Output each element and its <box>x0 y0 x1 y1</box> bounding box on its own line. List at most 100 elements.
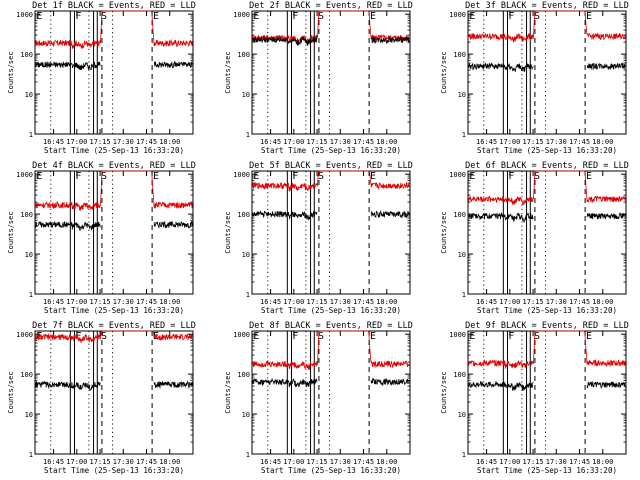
y-axis-label: Counts/sec <box>440 211 448 253</box>
y-tick-label: 1 <box>29 131 33 139</box>
marker-letter-e: E <box>36 11 42 22</box>
marker-letter-e: E <box>370 11 376 22</box>
panel-3: Det 3f BLACK = Events, RED = LLD 1 10 100 10… <box>440 1 629 155</box>
x-tick-label: 17:45 <box>353 458 374 466</box>
x-tick-label: 17:30 <box>330 458 351 466</box>
series-events <box>35 220 193 232</box>
y-tick-label: 1000 <box>449 171 466 179</box>
y-tick-label: 1 <box>246 131 250 139</box>
marker-letter-s: S <box>534 331 540 342</box>
x-tick-label: 17:00 <box>283 138 304 146</box>
marker-letter-s: S <box>534 11 540 22</box>
x-tick-label: 17:30 <box>330 298 351 306</box>
y-tick-label: 1 <box>246 451 250 459</box>
y-tick-label: 10 <box>458 251 466 259</box>
marker-letter-s: S <box>101 171 107 182</box>
x-tick-label: 17:15 <box>523 458 544 466</box>
x-tick-label: 16:45 <box>260 458 281 466</box>
y-tick-label: 100 <box>237 211 250 219</box>
y-tick-label: 1000 <box>233 11 250 19</box>
axes-frame <box>467 170 627 295</box>
series-lld <box>252 170 410 192</box>
x-tick-label: 16:45 <box>43 458 64 466</box>
x-tick-label: 17:00 <box>283 298 304 306</box>
x-tick-label: 17:45 <box>569 298 590 306</box>
y-tick-label: 100 <box>453 211 466 219</box>
series-events <box>252 209 410 221</box>
x-axis-label: Start Time (25-Sep-13 16:33:20) <box>261 146 401 155</box>
x-tick-label: 16:45 <box>260 298 281 306</box>
x-tick-label: 17:45 <box>353 138 374 146</box>
panel-2: Det 2f BLACK = Events, RED = LLD 1 10 100 10… <box>224 1 413 155</box>
y-tick-label: 1 <box>29 451 33 459</box>
y-tick-label: 100 <box>20 51 33 59</box>
series-events <box>252 35 410 46</box>
series-events <box>252 377 410 388</box>
panel-title: Det 3f BLACK = Events, RED = LLD <box>465 1 629 11</box>
marker-letter-s: S <box>101 331 107 342</box>
marker-letter-f: F <box>292 11 298 22</box>
marker-letter-e: E <box>586 171 592 182</box>
axes-frame <box>251 170 411 295</box>
y-tick-label: 100 <box>237 371 250 379</box>
y-tick-label: 1000 <box>16 171 33 179</box>
y-tick-label: 100 <box>237 51 250 59</box>
panel-6: Det 6f BLACK = Events, RED = LLD 1 10 100 10… <box>440 161 629 315</box>
y-tick-label: 1000 <box>233 171 250 179</box>
y-tick-label: 1 <box>246 291 250 299</box>
y-axis-label: Counts/sec <box>224 51 232 93</box>
axes-frame <box>467 330 627 455</box>
y-tick-label: 100 <box>20 371 33 379</box>
series-lld <box>468 330 626 369</box>
x-tick-label: 18:00 <box>159 138 180 146</box>
x-tick-label: 17:30 <box>113 138 134 146</box>
panel-7: Det 7f BLACK = Events, RED = LLD 1 10 100 10… <box>7 321 196 475</box>
x-axis-label: Start Time (25-Sep-13 16:33:20) <box>261 306 401 315</box>
axes-frame <box>34 10 194 135</box>
x-tick-label: 17:00 <box>499 138 520 146</box>
x-tick-label: 17:00 <box>66 298 87 306</box>
marker-letter-e: E <box>370 331 376 342</box>
panel-title: Det 7f BLACK = Events, RED = LLD <box>32 321 196 331</box>
y-tick-label: 10 <box>25 91 33 99</box>
x-tick-label: 16:45 <box>476 458 497 466</box>
panel-8: Det 8f BLACK = Events, RED = LLD 1 10 100 10… <box>224 321 413 475</box>
x-tick-label: 17:30 <box>113 298 134 306</box>
series-lld <box>35 10 193 50</box>
panel-title: Det 1f BLACK = Events, RED = LLD <box>32 1 196 11</box>
panel-title: Det 6f BLACK = Events, RED = LLD <box>465 161 629 171</box>
marker-letter-e: E <box>36 171 42 182</box>
series-events <box>35 380 193 391</box>
marker-letter-f: F <box>292 331 298 342</box>
x-tick-label: 17:15 <box>523 138 544 146</box>
x-tick-label: 16:45 <box>260 138 281 146</box>
y-axis-label: Counts/sec <box>7 211 15 253</box>
marker-letter-e: E <box>469 11 475 22</box>
marker-letter-e: E <box>586 11 592 22</box>
marker-letter-f: F <box>75 331 81 342</box>
x-tick-label: 17:45 <box>136 138 157 146</box>
series-lld <box>468 170 626 206</box>
marker-letter-e: E <box>153 171 159 182</box>
axes-frame <box>34 330 194 455</box>
x-tick-label: 18:00 <box>592 138 613 146</box>
panel-title: Det 2f BLACK = Events, RED = LLD <box>249 1 413 11</box>
x-tick-label: 16:45 <box>43 138 64 146</box>
x-tick-label: 17:00 <box>499 458 520 466</box>
marker-letter-f: F <box>75 11 81 22</box>
y-axis-label: Counts/sec <box>224 211 232 253</box>
x-tick-label: 17:45 <box>136 458 157 466</box>
x-tick-label: 17:45 <box>136 298 157 306</box>
x-tick-label: 18:00 <box>376 138 397 146</box>
y-axis-label: Counts/sec <box>440 51 448 93</box>
series-lld <box>35 330 193 343</box>
y-axis-label: Counts/sec <box>7 371 15 413</box>
x-tick-label: 17:30 <box>546 298 567 306</box>
x-tick-label: 17:15 <box>90 298 111 306</box>
y-tick-label: 10 <box>242 91 250 99</box>
x-axis-label: Start Time (25-Sep-13 16:33:20) <box>477 306 617 315</box>
panel-title: Det 9f BLACK = Events, RED = LLD <box>465 321 629 331</box>
series-lld <box>252 330 410 371</box>
marker-letter-f: F <box>508 11 514 22</box>
marker-letter-e: E <box>253 171 259 182</box>
